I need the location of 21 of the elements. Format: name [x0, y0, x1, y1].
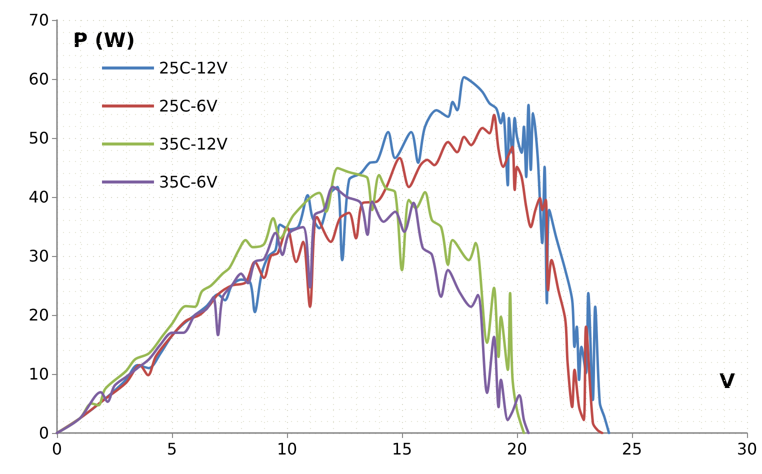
x-tick-label: 0	[52, 440, 62, 458]
y-tick-label: 50	[28, 128, 49, 148]
y-axis-title: P (W)	[73, 28, 135, 52]
y-tick-label: 40	[28, 188, 49, 206]
x-tick-label: 5	[166, 440, 178, 458]
y-tick-label: 0	[38, 424, 49, 442]
legend-label: 35C-12V	[159, 134, 228, 154]
y-tick-label: 30	[28, 246, 49, 266]
y-tick-label: 70	[28, 10, 49, 30]
x-axis-title: V	[720, 369, 736, 393]
x-tick-label: 30	[736, 440, 758, 458]
x-tick-label: 15	[392, 440, 412, 458]
x-tick-label: 20	[506, 440, 528, 458]
y-tick-label: 60	[28, 70, 49, 88]
legend-label: 25C-12V	[159, 58, 228, 78]
x-tick-label: 25	[622, 440, 642, 458]
x-tick-label: 10	[276, 440, 298, 458]
legend-label: 35C-6V	[159, 172, 218, 192]
y-tick-label: 10	[28, 364, 49, 384]
y-tick-label: 20	[28, 306, 49, 324]
legend-label: 25C-6V	[159, 96, 218, 116]
